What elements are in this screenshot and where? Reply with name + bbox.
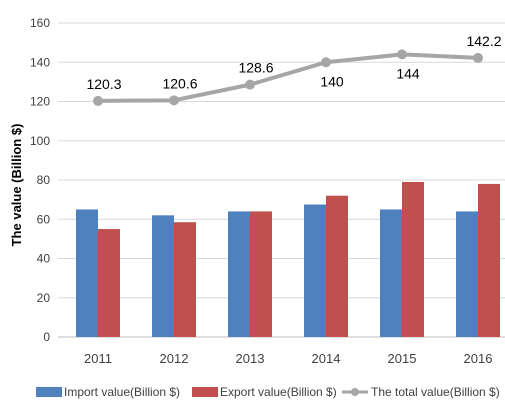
x-tick-label: 2014 (312, 351, 341, 366)
x-tick-label: 2011 (84, 351, 112, 366)
legend-label: Import value(Billion $) (64, 385, 180, 399)
total-point-2011 (93, 95, 103, 106)
y-axis-label: The value (Billion $) (9, 124, 24, 247)
y-tick-label: 100 (30, 134, 50, 148)
x-tick-label: 2016 (464, 351, 493, 366)
y-tick-label: 40 (37, 252, 51, 266)
y-tick-label: 60 (37, 212, 51, 226)
export-bar-2014 (326, 195, 348, 337)
x-tick-label: 2015 (388, 351, 417, 366)
legend-label: The total value(Billion $) (371, 385, 500, 399)
data-labels: 120.3 120.6 128.6 140 144 142.2 (86, 33, 501, 92)
export-bar-2012 (174, 222, 196, 337)
import-bar-2013 (228, 211, 250, 337)
legend-swatch (36, 387, 62, 397)
total-line (93, 49, 483, 106)
bars (76, 181, 500, 337)
y-tick-label: 140 (30, 55, 50, 69)
export-bar-2011 (98, 229, 120, 337)
total-point-2013 (245, 79, 255, 90)
y-tick-label: 80 (37, 173, 51, 187)
x-axis-ticks: 2011 2012 2013 2014 2015 2016 (84, 351, 492, 366)
import-bar-2016 (456, 211, 478, 337)
legend-swatch (192, 387, 218, 397)
legend: Import value(Billion $) Export value(Bill… (36, 385, 500, 399)
import-bar-2012 (152, 215, 174, 337)
y-tick-label: 120 (30, 95, 50, 109)
legend-marker (351, 388, 359, 396)
export-bar-2015 (402, 181, 424, 337)
total-data-label: 120.3 (86, 76, 121, 92)
y-tick-label: 160 (30, 16, 50, 30)
total-point-2015 (397, 49, 407, 60)
x-tick-label: 2013 (236, 351, 265, 366)
total-data-label: 142.2 (466, 33, 501, 49)
total-point-2012 (169, 95, 179, 106)
total-point-2014 (321, 57, 331, 68)
gridlines (58, 22, 505, 338)
total-data-label: 140 (320, 73, 344, 89)
total-data-label: 128.6 (238, 60, 273, 76)
export-bar-2013 (250, 211, 272, 337)
export-bar-2016 (478, 183, 500, 337)
y-tick-label: 0 (43, 330, 50, 344)
total-value-line (97, 52, 479, 103)
total-data-label: 120.6 (162, 75, 197, 91)
y-axis-ticks: 0 20 40 60 80 100 120 140 160 (30, 16, 50, 344)
import-bar-2011 (76, 209, 98, 337)
y-tick-label: 20 (37, 291, 51, 305)
import-bar-2015 (380, 209, 402, 337)
legend-label: Export value(Billion $) (220, 385, 337, 399)
import-bar-2014 (304, 204, 326, 337)
x-tick-label: 2012 (160, 351, 189, 366)
total-data-label: 144 (396, 65, 420, 81)
total-point-2016 (473, 52, 483, 63)
